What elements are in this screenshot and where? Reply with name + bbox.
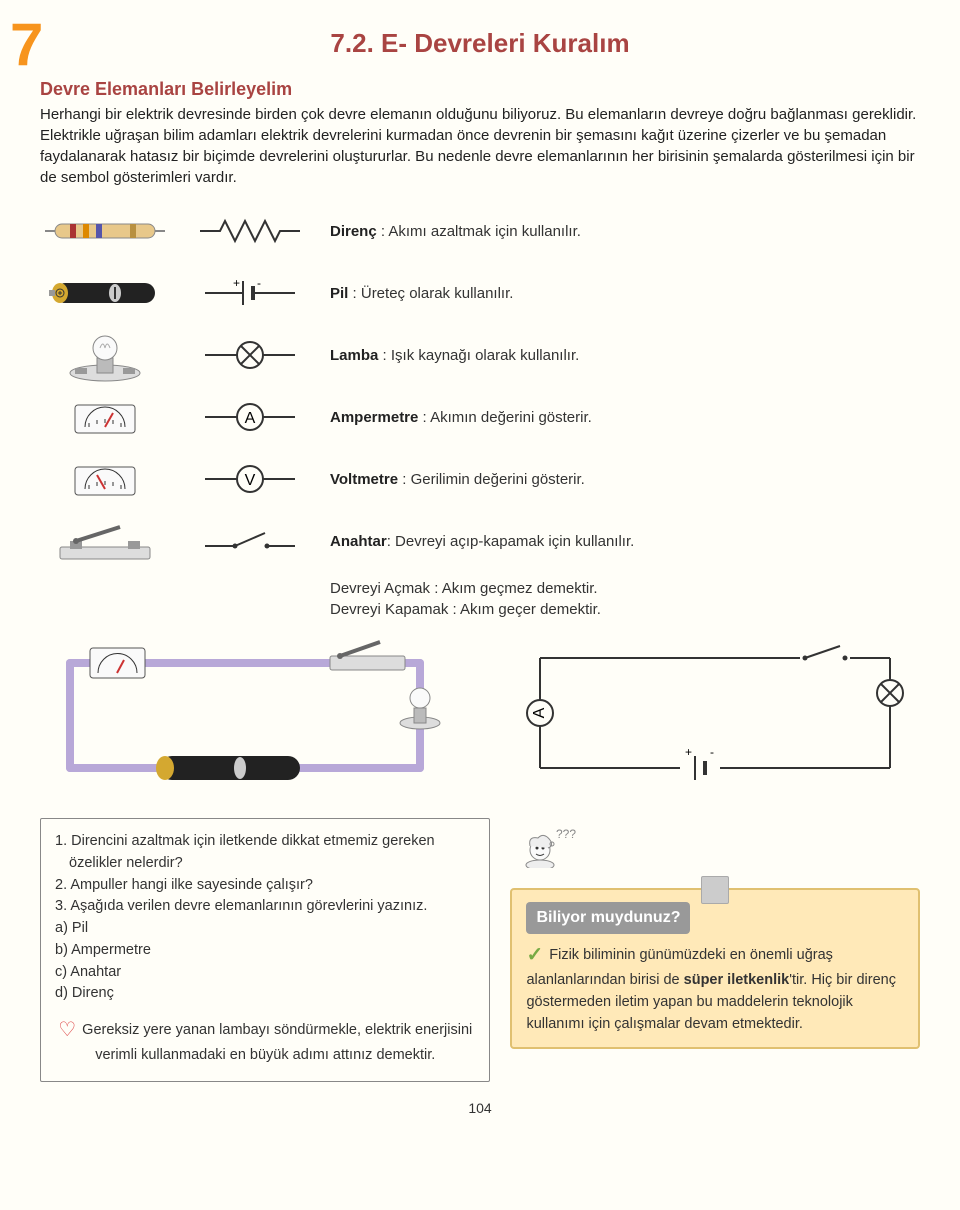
element-row-lamp: Lamba : Işık kaynağı olarak kullanılır. [40,330,920,380]
battery-symbol: + - [190,268,310,318]
voltmeter-desc: Voltmetre : Gerilimin değerini gösterir. [330,471,920,488]
ammeter-symbol: A [190,392,310,442]
battery-text: Üreteç olarak kullanılır. [361,285,514,302]
q3c: c) Anahtar [55,962,475,984]
circuit-diagram: A + - [40,638,920,798]
resistor-symbol [190,206,310,256]
battery-image [40,268,170,318]
lamp-name: Lamba [330,347,378,364]
resistor-image [40,206,170,256]
bottom-columns: 1. Direncini azaltmak için iletkende dik… [40,818,920,1082]
switch-open-note: Devreyi Açmak : Akım geçmez demektir. [330,578,920,599]
page-number: 104 [40,1100,920,1116]
check-icon: ✓ [526,944,543,966]
thinking-child-illustration: ??? [510,818,920,868]
q1: 1. Direncini azaltmak için iletkende dik… [55,831,475,875]
q3: 3. Aşağıda verilen devre elemanlarının g… [55,896,475,918]
lamp-text: Işık kaynağı olarak kullanılır. [391,347,579,364]
svg-text:-: - [710,745,714,759]
lamp-image [40,330,170,380]
svg-text:A: A [531,707,548,718]
resistor-text: Akımı azaltmak için kullanılır. [388,223,581,240]
element-row-switch: Anahtar: Devreyi açıp-kapamak için kulla… [40,516,920,566]
switch-desc: Anahtar: Devreyi açıp-kapamak için kulla… [330,533,920,550]
resistor-name: Direnç [330,223,377,240]
ammeter-name: Ampermetre [330,409,418,426]
battery-name: Pil [330,285,348,302]
tip-row: ♡ Gereksiz yere yanan lambayı söndürmekle… [55,1015,475,1067]
switch-text: Devreyi açıp-kapamak için kullanılır. [395,533,634,550]
switch-symbol [190,516,310,566]
page-title: 7.2. E- Devreleri Kuralım [40,28,920,59]
subtitle: Devre Elemanları Belirleyelim [40,79,920,100]
q3d: d) Direnç [55,983,475,1005]
info-box: Biliyor muydunuz? ✓Fizik biliminin günüm… [510,888,920,1049]
switch-image [40,516,170,566]
heart-icon: ♡ [58,1019,76,1041]
element-row-battery: + - Pil : Üreteç olarak kullanılır. [40,268,920,318]
switch-name: Anahtar [330,533,387,550]
lamp-desc: Lamba : Işık kaynağı olarak kullanılır. [330,347,920,364]
element-row-resistor: Direnç : Akımı azaltmak için kullanılır. [40,206,920,256]
minus-label: - [257,276,261,290]
chapter-number: 7 [10,10,43,79]
resistor-desc: Direnç : Akımı azaltmak için kullanılır. [330,223,920,240]
q3a: a) Pil [55,918,475,940]
element-row-voltmeter: V Voltmetre : Gerilimin değerini gösteri… [40,454,920,504]
voltmeter-symbol: V [190,454,310,504]
switch-close-note: Devreyi Kapamak : Akım geçer demektir. [330,599,920,620]
elements-list: Direnç : Akımı azaltmak için kullanılır. [40,206,920,620]
tip-text: Gereksiz yere yanan lambayı söndürmekle,… [82,1022,472,1063]
battery-desc: Pil : Üreteç olarak kullanılır. [330,285,920,302]
voltmeter-name: Voltmetre [330,471,398,488]
ammeter-desc: Ampermetre : Akımın değerini gösterir. [330,409,920,426]
voltmeter-text: Gerilimin değerini gösterir. [411,471,585,488]
info-body: ✓Fizik biliminin günümüzdeki en önemli u… [526,940,904,1035]
ammeter-image [40,392,170,442]
pin-icon [701,876,729,904]
lamp-symbol [190,330,310,380]
svg-text:V: V [245,472,256,489]
element-row-ammeter: A Ampermetre : Akımın değerini gösterir. [40,392,920,442]
voltmeter-image [40,454,170,504]
plus-label: + [233,276,240,290]
info-title: Biliyor muydunuz? [526,902,690,934]
q2: 2. Ampuller hangi ilke sayesinde çalışır… [55,875,475,897]
info-bold: süper iletkenlik [684,972,790,988]
svg-text:A: A [245,410,256,427]
questions-box: 1. Direncini azaltmak için iletkende dik… [40,818,490,1082]
ammeter-text: Akımın değerini gösterir. [430,409,592,426]
intro-paragraph: Herhangi bir elektrik devresinde birden … [40,104,920,188]
svg-text:+: + [685,745,692,759]
svg-text:???: ??? [556,827,576,841]
q3b: b) Ampermetre [55,940,475,962]
